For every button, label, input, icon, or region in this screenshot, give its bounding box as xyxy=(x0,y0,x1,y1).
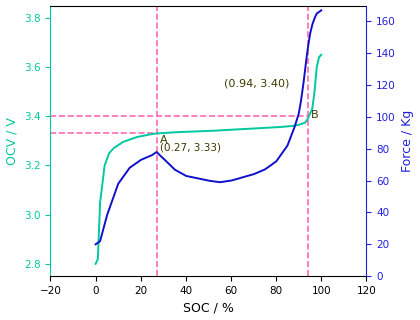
Y-axis label: OCV / V: OCV / V xyxy=(5,117,18,165)
Text: A: A xyxy=(160,135,168,145)
Text: (0.27, 3.33): (0.27, 3.33) xyxy=(160,142,221,152)
X-axis label: SOC / %: SOC / % xyxy=(183,301,234,315)
Text: (0.94, 3.40): (0.94, 3.40) xyxy=(224,78,290,88)
Y-axis label: Force / Kg: Force / Kg xyxy=(402,110,415,172)
Text: B: B xyxy=(311,110,319,120)
